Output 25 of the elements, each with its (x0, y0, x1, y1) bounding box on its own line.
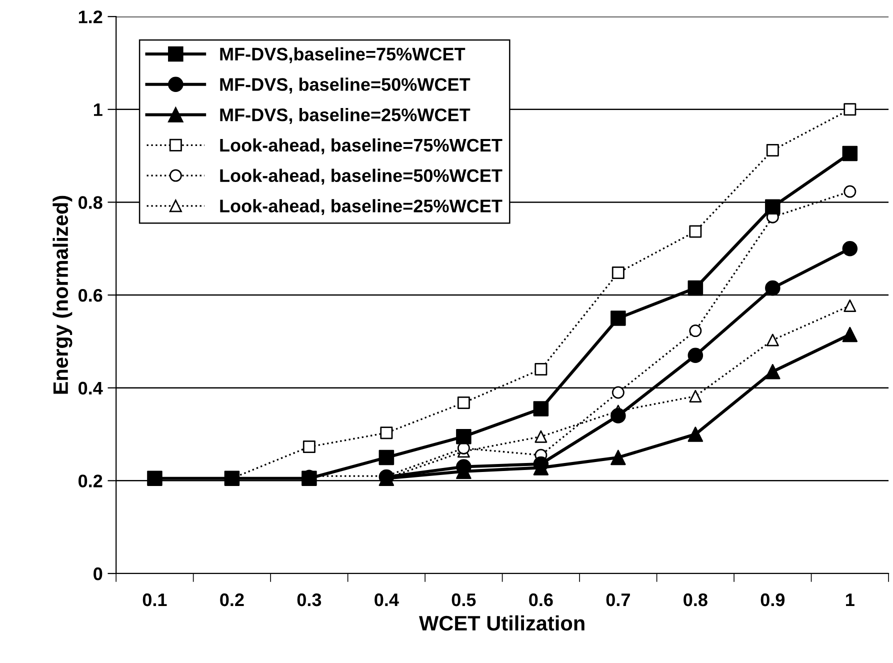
x-tick-label: 0.4 (374, 593, 399, 606)
y-tick-label: 1 (94, 104, 102, 116)
x-tick-label: 0.8 (684, 593, 708, 606)
legend-label: Look-ahead, baseline=25%WCET (220, 199, 502, 216)
legend-label: MF-DVS, baseline=50%WCET (220, 78, 470, 94)
x-tick-label: 0.5 (452, 593, 476, 606)
y-tick-label: 0.4 (78, 382, 103, 395)
legend-label: MF-DVS, baseline=25%WCET (220, 108, 470, 124)
y-tick-label: 0 (94, 567, 102, 580)
legend-label: MF-DVS,baseline=75%WCET (220, 47, 466, 64)
x-tick-label: 0.6 (529, 593, 553, 606)
x-tick-label: 0.3 (297, 593, 322, 606)
x-tick-label: 0.9 (760, 593, 785, 606)
legend-label: Look-ahead, baseline=50%WCET (220, 168, 502, 185)
y-tick-label: 0.6 (78, 288, 102, 302)
x-tick-label: 0.1 (142, 593, 167, 606)
y-axis-title: Energy (normalized) (52, 196, 72, 394)
y-tick-label: 0.8 (78, 196, 102, 209)
x-tick-label: 1 (846, 594, 854, 606)
y-tick-label: 1.2 (78, 10, 102, 24)
x-tick-label: 0.2 (220, 593, 244, 606)
x-tick-label: 0.7 (606, 593, 630, 606)
x-axis-title: WCET Utilization (419, 615, 584, 631)
y-tick-label: 0.2 (78, 474, 102, 488)
legend-label: Look-ahead, baseline=75%WCET (220, 138, 502, 154)
